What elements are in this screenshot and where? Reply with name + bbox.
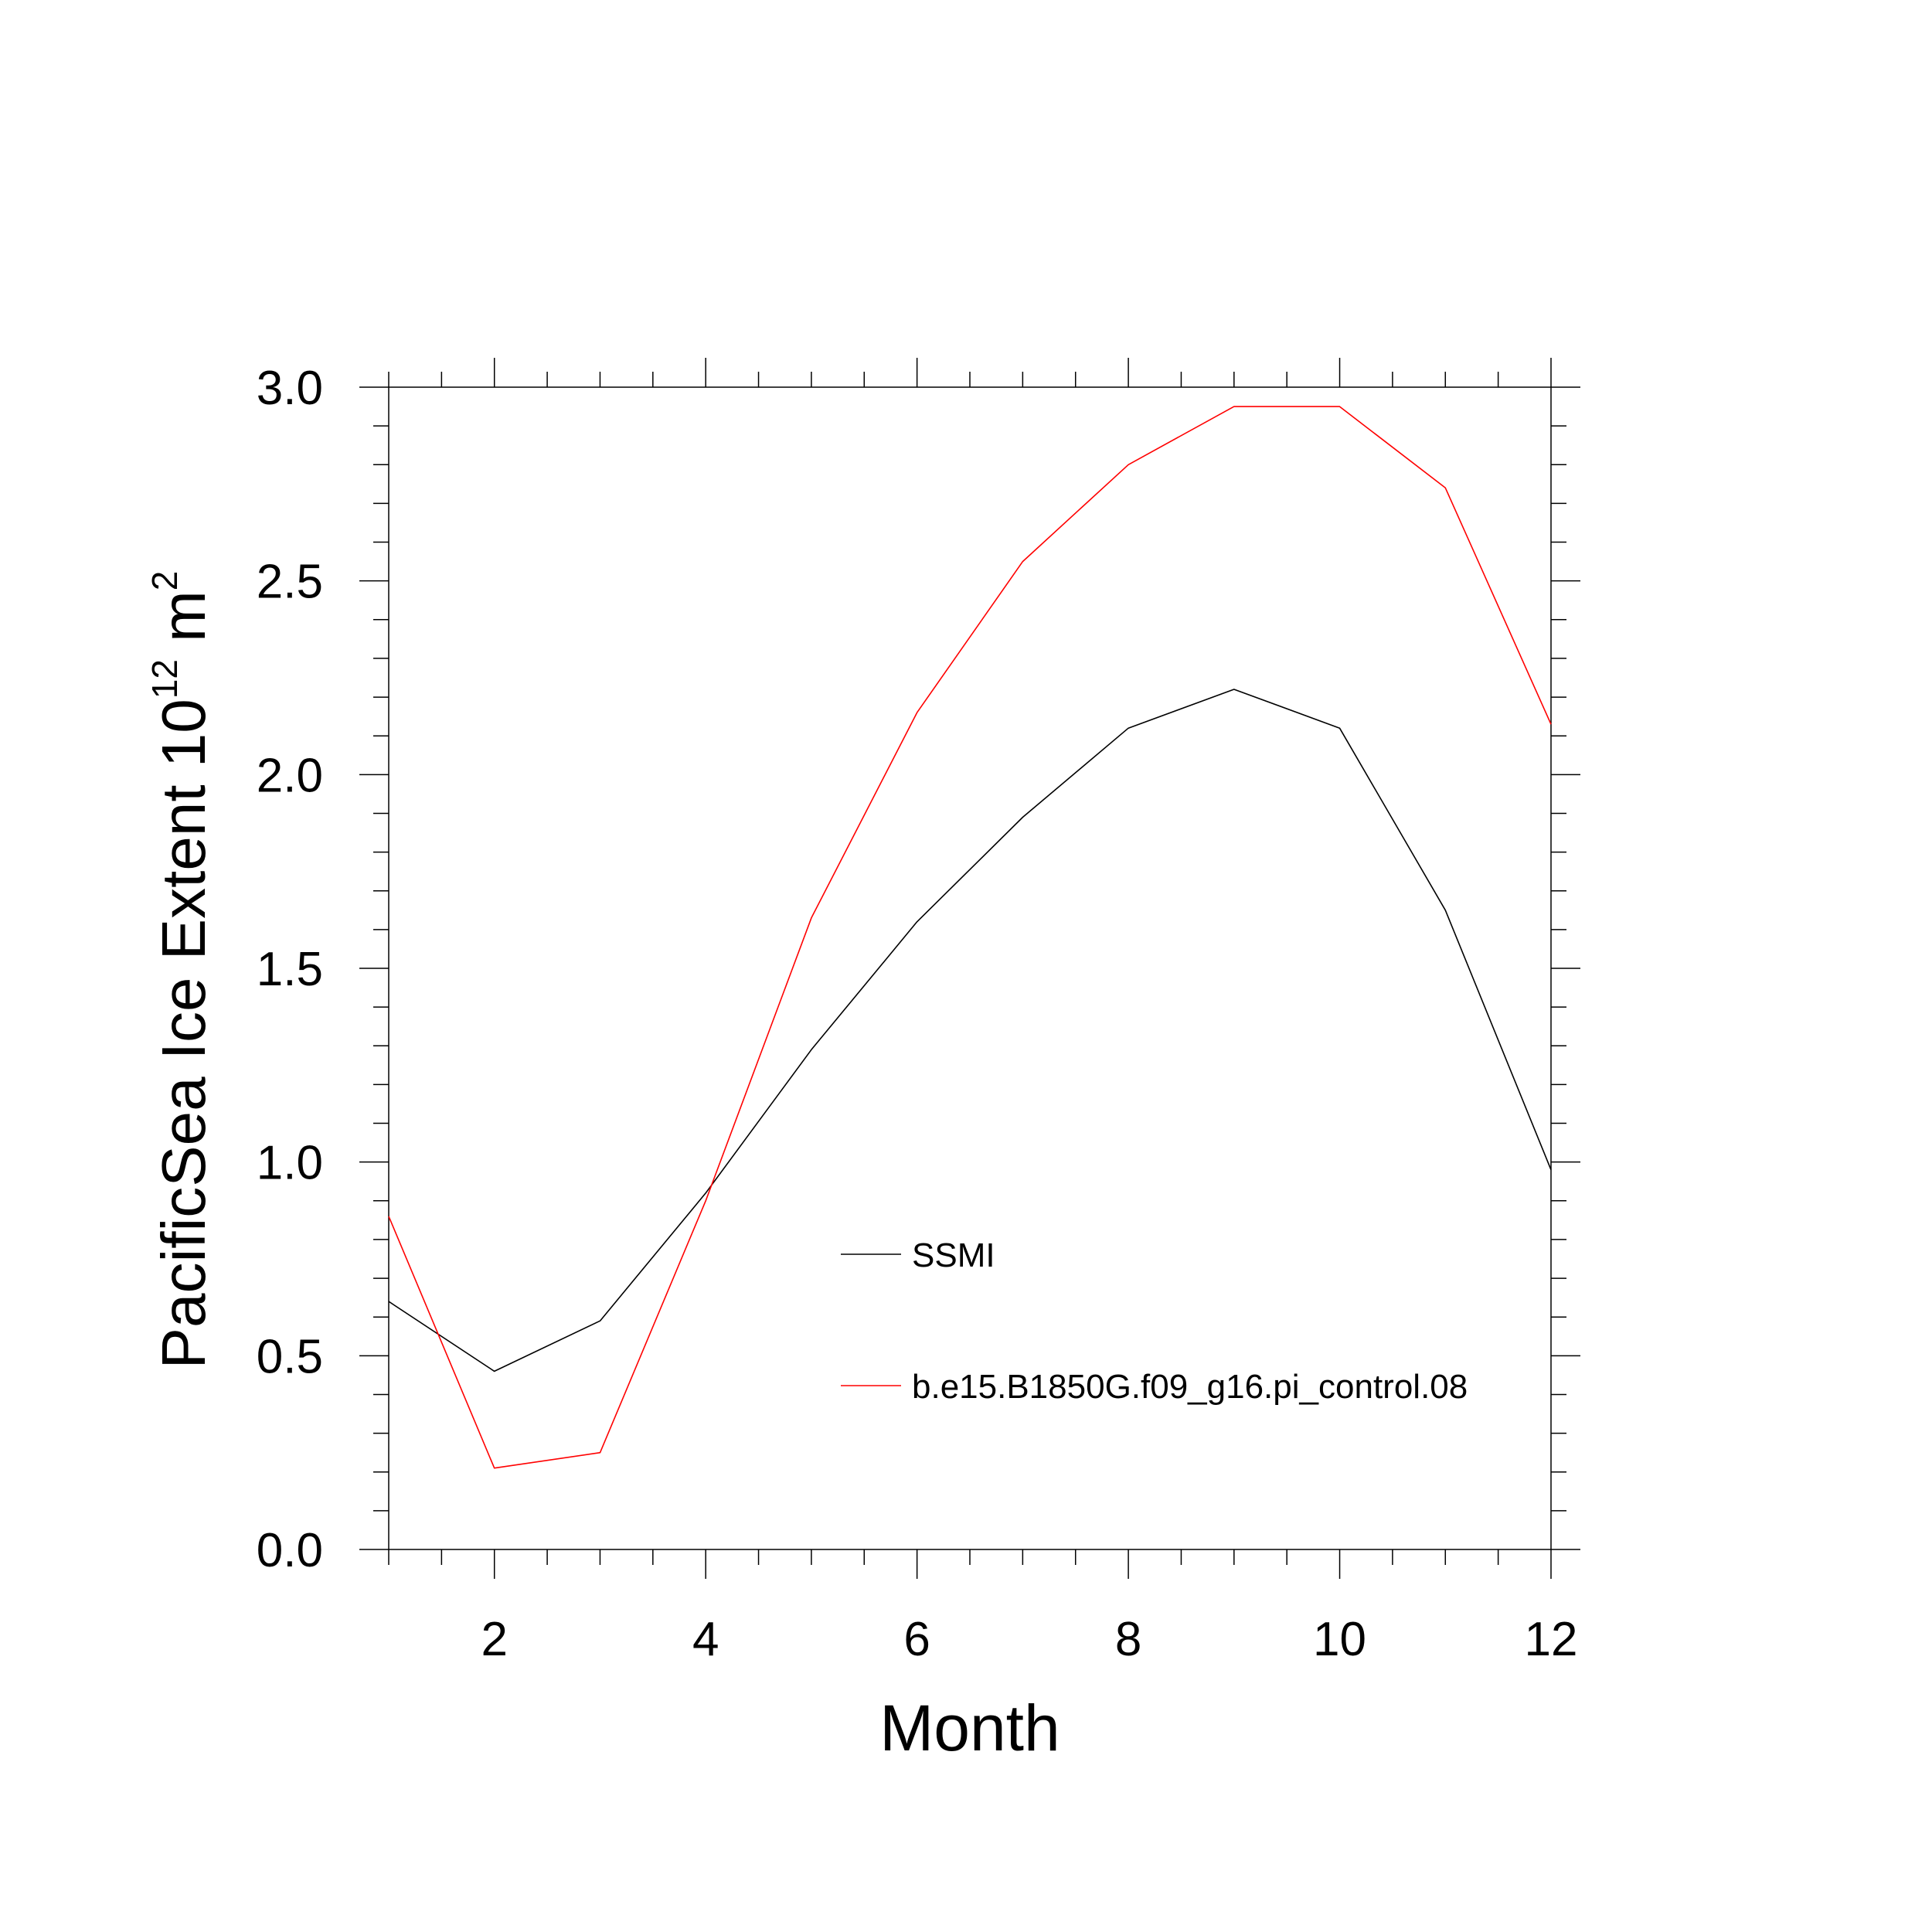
x-tick-label: 12 [1525,1613,1578,1666]
y-tick-label: 2.0 [257,749,323,802]
y-axis-label-main: PacificSea Ice Extent 10 [149,699,218,1369]
legend-label-0: SSMI [912,1236,995,1274]
series-line-0 [388,689,1552,1372]
y-axis-label-exponent: 12 [145,659,185,699]
series-line-1 [388,406,1552,1469]
y-tick-label: 2.5 [257,556,323,609]
y-tick-label: 1.5 [257,943,323,996]
x-axis-label: Month [879,1692,1060,1764]
y-axis-label: PacificSea Ice Extent 1012 m2 [145,571,218,1369]
legend: SSMI b.e15.B1850G.f09_g16.pi_control.08 [841,1236,1468,1406]
legend-label-1: b.e15.B1850G.f09_g16.pi_control.08 [912,1368,1468,1406]
tick-labels: 2 4 6 8 10 12 0.0 0.5 1.0 1.5 2.0 2.5 3.0 [257,362,1578,1666]
series-lines [388,406,1552,1469]
y-axis-label-unit-exponent: 2 [145,571,185,591]
x-tick-label: 4 [692,1613,719,1666]
x-tick-label: 2 [481,1613,507,1666]
svg-text:PacificSea Ice Extent 1012 m2: PacificSea Ice Extent 1012 m2 [145,571,218,1369]
x-tick-label: 6 [903,1613,930,1666]
y-tick-label: 1.0 [257,1137,323,1190]
plot-frame [388,386,1552,1550]
x-tick-label: 8 [1115,1613,1141,1666]
y-tick-label: 0.5 [257,1330,323,1383]
x-tick-label: 10 [1313,1613,1366,1666]
y-tick-label: 0.0 [257,1524,323,1577]
y-tick-label: 3.0 [257,362,323,415]
y-axis-label-unit: m [149,590,218,642]
axis-ticks [359,358,1580,1579]
